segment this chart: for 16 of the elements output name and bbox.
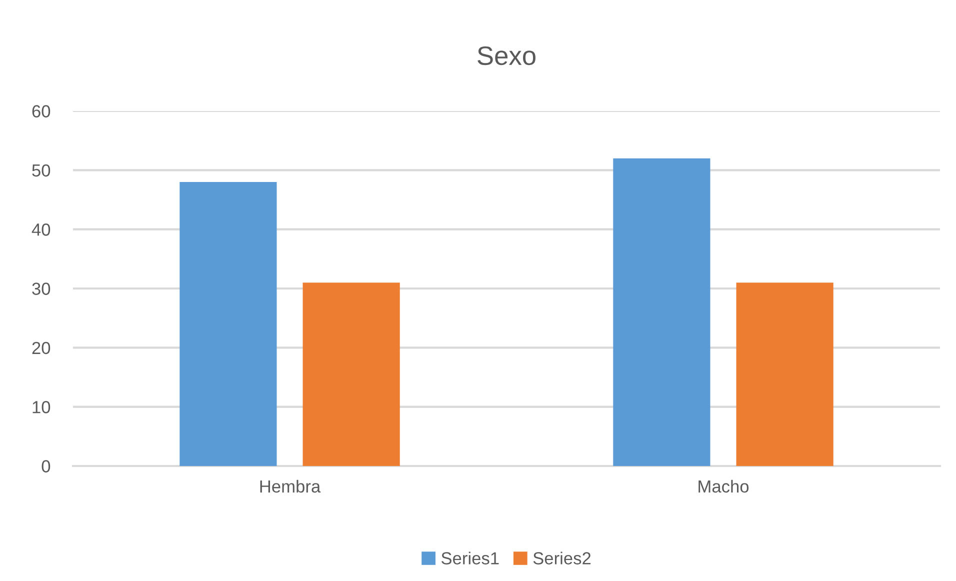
y-tick-label: 50 — [32, 164, 50, 177]
y-tick-label: 20 — [32, 342, 50, 354]
y-tick-label: 60 — [32, 105, 50, 118]
x-tick-label: Hembra — [260, 480, 321, 493]
y-tick-label: 40 — [32, 224, 50, 236]
bar — [302, 282, 400, 466]
legend-label: Series2 — [533, 552, 591, 564]
bar — [180, 182, 277, 466]
legend-label: Series1 — [441, 552, 499, 564]
y-tick-label: 30 — [32, 282, 50, 295]
y-tick-label: 10 — [32, 401, 50, 414]
y-tick-label: 0 — [42, 460, 50, 472]
bar — [736, 282, 834, 466]
x-tick-label: Macho — [698, 480, 749, 493]
chart-title: Sexo — [478, 46, 536, 66]
bar — [613, 158, 710, 466]
